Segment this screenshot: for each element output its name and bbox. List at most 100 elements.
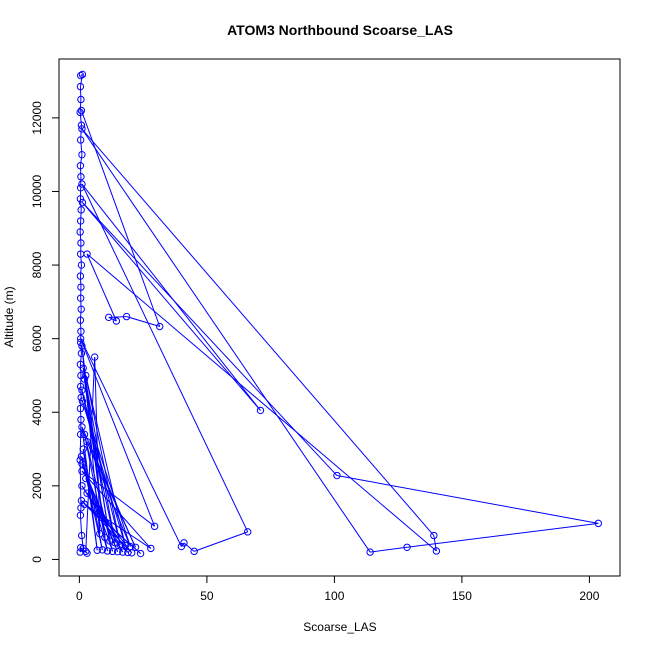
data-point — [106, 537, 114, 545]
data-point — [119, 548, 127, 556]
data-point — [91, 353, 99, 361]
data-point — [121, 541, 130, 550]
data-point — [76, 162, 85, 170]
series-segment — [183, 542, 195, 552]
series-segment — [81, 401, 126, 546]
data-point — [122, 312, 131, 321]
series-segment — [407, 522, 599, 548]
data-point — [77, 95, 85, 104]
data-point — [98, 546, 107, 554]
data-point — [78, 423, 86, 431]
series-segment — [82, 368, 111, 542]
data-point — [76, 294, 85, 302]
data-point — [78, 125, 86, 133]
data-point — [78, 386, 86, 394]
series-segment — [85, 375, 121, 545]
data-point — [156, 322, 164, 331]
series-segment — [79, 220, 82, 232]
series-segment — [433, 535, 437, 552]
data-point — [82, 371, 90, 380]
data-point — [77, 393, 85, 402]
series-segment — [80, 209, 82, 221]
data-point — [150, 522, 159, 531]
series-segment — [370, 546, 408, 553]
series-segment — [180, 542, 185, 547]
data-point — [93, 546, 101, 554]
data-point — [78, 342, 86, 350]
data-point — [80, 375, 89, 383]
data-point — [77, 261, 86, 269]
series-segment — [81, 183, 249, 533]
series-segment — [80, 386, 82, 398]
series-segment — [81, 470, 152, 549]
data-point — [83, 437, 91, 446]
data-point — [77, 206, 85, 214]
series-segment — [84, 434, 114, 552]
x-tick-label-3: 150 — [452, 589, 472, 603]
data-point — [78, 198, 87, 207]
data-point — [78, 150, 86, 159]
data-point — [83, 250, 91, 258]
series-segment — [79, 112, 82, 126]
series-segment — [84, 434, 108, 552]
data-point — [76, 334, 85, 343]
series-segment — [80, 110, 161, 327]
x-tick-label-0: 0 — [76, 589, 83, 603]
data-point — [105, 313, 113, 322]
data-point — [76, 82, 85, 91]
plot-area — [76, 70, 603, 558]
series-segment — [79, 74, 83, 87]
data-point — [82, 474, 90, 483]
series-segment — [82, 368, 116, 543]
data-point — [78, 467, 86, 475]
data-point — [403, 543, 411, 551]
data-point — [76, 511, 85, 519]
data-point — [77, 327, 85, 335]
data-point — [79, 445, 87, 453]
data-point — [78, 460, 86, 468]
y-tick-label-5: 10000 — [30, 174, 44, 208]
series-segment — [79, 165, 82, 177]
data-point — [244, 528, 252, 536]
series-segment — [81, 128, 435, 536]
data-point — [76, 430, 85, 439]
data-point — [76, 195, 85, 203]
series-segment — [79, 397, 82, 409]
data-point — [76, 548, 84, 556]
data-point — [78, 397, 87, 405]
series-segment — [79, 154, 83, 166]
series-segment — [84, 503, 152, 549]
series-segment — [86, 253, 437, 552]
y-tick-label-2: 4000 — [30, 399, 44, 426]
y-tick-label-3: 6000 — [30, 325, 44, 352]
x-axis-label: Scoarse_LAS — [303, 620, 376, 634]
y-axis-label: Altitude (m) — [2, 286, 16, 347]
data-point — [76, 456, 84, 464]
data-point — [116, 541, 124, 549]
data-point — [256, 406, 265, 415]
series-segment — [86, 253, 117, 322]
data-point — [131, 543, 140, 551]
data-point — [180, 539, 188, 547]
data-point — [112, 317, 121, 325]
x-tick-label-4: 200 — [579, 589, 599, 603]
data-point — [77, 531, 86, 540]
data-point — [432, 547, 441, 555]
x-tick-label-2: 100 — [324, 589, 344, 603]
series-segment — [79, 320, 82, 332]
x-axis: 0 50 100 150 200 — [76, 576, 600, 603]
series-segment — [79, 265, 82, 277]
y-axis: 0 2000 4000 6000 8000 10000 12000 — [30, 101, 59, 563]
y-tick-label-0: 0 — [30, 556, 44, 563]
series-segment — [79, 276, 82, 288]
data-point — [80, 430, 89, 439]
series-segment — [79, 408, 82, 420]
series-segment — [81, 128, 371, 553]
data-point — [127, 549, 136, 557]
series-segment — [336, 475, 599, 524]
data-point — [76, 108, 84, 117]
data-point — [108, 547, 117, 556]
series-segment — [79, 231, 82, 244]
series-segment — [79, 198, 82, 210]
